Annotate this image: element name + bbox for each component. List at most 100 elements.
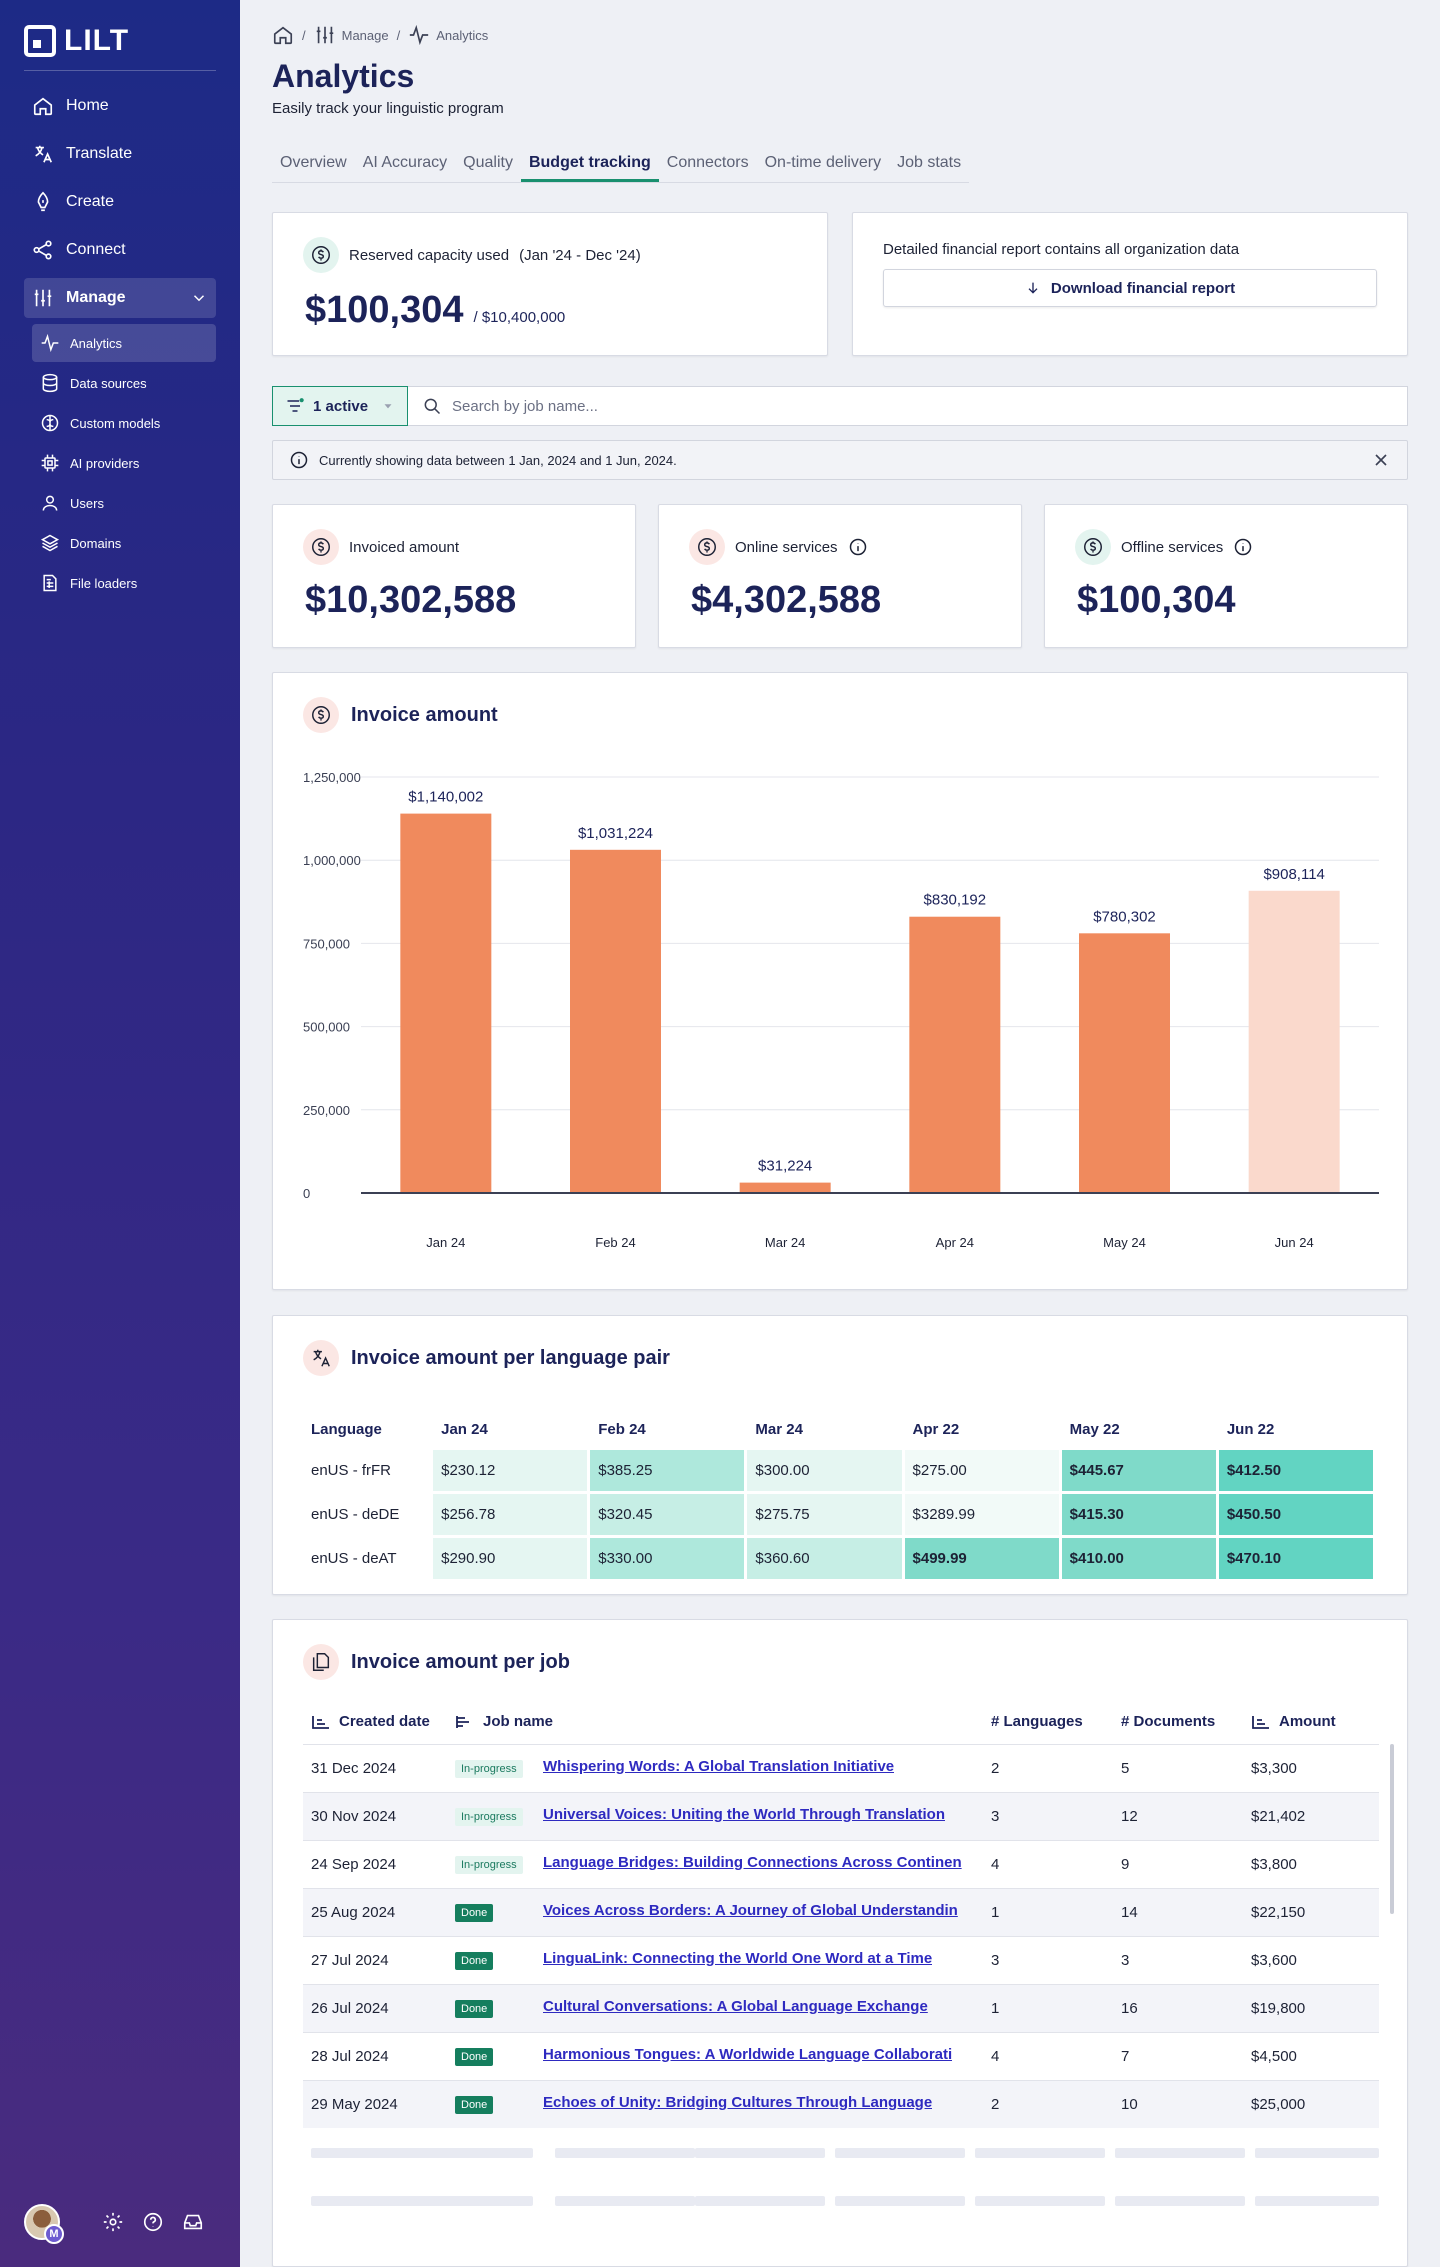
filter-label: 1 active (313, 397, 369, 415)
column-header-amount[interactable]: Amount (1243, 1700, 1379, 1744)
column-header-documents[interactable]: # Documents (1121, 1713, 1216, 1731)
amount-cell: $360.60 (747, 1538, 902, 1579)
capacity-label: Reserved capacity used (349, 246, 510, 264)
info-icon[interactable] (1233, 537, 1253, 557)
tab-job-stats[interactable]: Job stats (897, 154, 962, 171)
lilt-logo[interactable]: LILT (24, 24, 129, 58)
amount-cell: $256.78 (433, 1494, 588, 1535)
table-row[interactable]: 29 May 2024 Done Echoes of Unity: Bridging… (303, 2079, 1379, 2128)
column-header-job-name[interactable]: Job name (455, 1700, 983, 1744)
job-name-cell: Harmonious Tongues: A Worldwide Language… (543, 2031, 983, 2080)
status-badge: Done (455, 2047, 494, 2066)
dollar-icon (689, 529, 725, 565)
x-tick-label: Apr 24 (936, 1235, 974, 1250)
sidebar-item-create[interactable]: Create (24, 182, 216, 222)
job-name-link[interactable]: Language Bridges: Building Connections A… (543, 1853, 962, 1871)
tab-ai-accuracy[interactable]: AI Accuracy (362, 154, 448, 171)
info-bar-text: Currently showing data between 1 Jan, 20… (319, 452, 677, 468)
sidebar-item-manage[interactable]: Manage (24, 278, 216, 318)
column-header: Language (311, 1420, 382, 1438)
kpi-value: $4,302,588 (691, 579, 882, 621)
created-date-cell: 25 Aug 2024 (303, 1887, 455, 1936)
help-icon[interactable] (142, 2211, 164, 2233)
search-field[interactable] (408, 386, 1408, 426)
sidebar-item-file-loaders[interactable]: File loaders (32, 564, 216, 602)
lang-table-title: Invoice amount per language pair (351, 1346, 670, 1369)
job-name-link[interactable]: Universal Voices: Uniting the World Thro… (543, 1805, 945, 1823)
sidebar-item-connect[interactable]: Connect (24, 230, 216, 270)
close-icon[interactable] (1371, 450, 1391, 470)
languages-cell: 4 (983, 2031, 1113, 2080)
column-header-languages[interactable]: # Languages (991, 1713, 1083, 1731)
search-input[interactable] (452, 397, 1152, 415)
sidebar-item-ai-providers[interactable]: AI providers (32, 444, 216, 482)
search-icon (424, 398, 441, 415)
capacity-period: (Jan '24 - Dec '24) (519, 246, 641, 264)
job-name-link[interactable]: LinguaLink: Connecting the World One Wor… (543, 1949, 933, 1967)
job-name-link[interactable]: Cultural Conversations: A Global Languag… (543, 1997, 928, 2015)
language-pair-table: Language Jan 24 Feb 24 Mar 24 Apr 22 May… (300, 1408, 1376, 1582)
activity-icon (41, 333, 59, 353)
pen-icon (37, 191, 49, 212)
sidebar-item-analytics[interactable]: Analytics (32, 324, 216, 362)
sidebar-item-domains[interactable]: Domains (32, 524, 216, 562)
activity-icon (410, 24, 429, 46)
documents-cell: 14 (1113, 1887, 1243, 1936)
job-name-cell: Whispering Words: A Global Translation I… (543, 1743, 983, 1792)
breadcrumb-analytics[interactable]: Analytics (408, 24, 488, 46)
dollar-icon (303, 697, 339, 733)
table-row[interactable]: 27 Jul 2024 Done LinguaLink: Connecting th… (303, 1935, 1379, 1984)
table-row[interactable]: 25 Aug 2024 Done Voices Across Borders: A … (303, 1887, 1379, 1936)
skeleton-bar (1255, 2196, 1379, 2206)
table-row[interactable]: 31 Dec 2024 In-progress Whispering Words: … (303, 1743, 1379, 1792)
skeleton-bar (1115, 2196, 1245, 2206)
amount-cell: $330.00 (590, 1538, 745, 1579)
y-tick-label: 500,000 (303, 1020, 350, 1035)
header-label: Amount (1279, 1713, 1336, 1731)
languages-cell: 3 (983, 1935, 1113, 1984)
download-report-button[interactable]: Download financial report (883, 269, 1377, 307)
sidebar-item-users[interactable]: Users (32, 484, 216, 522)
table-row[interactable]: 28 Jul 2024 Done Harmonious Tongues: A Wor… (303, 2031, 1379, 2080)
table-row[interactable]: 26 Jul 2024 Done Cultural Conversations: A… (303, 1983, 1379, 2032)
breadcrumb-manage[interactable]: Manage (314, 24, 389, 46)
sidebar-item-custom-models[interactable]: Custom models (32, 404, 216, 442)
inbox-icon[interactable] (182, 2211, 204, 2233)
tab-budget-tracking[interactable]: Budget tracking (520, 150, 659, 182)
status-badge: In-progress (455, 1759, 523, 1778)
tab-quality[interactable]: Quality (463, 154, 513, 171)
status-badge: Done (455, 2095, 494, 2114)
status-cell: In-progress (455, 1791, 543, 1840)
languages-cell: 4 (983, 1839, 1113, 1888)
column-header-created-date[interactable]: Created date (303, 1700, 455, 1744)
bar (909, 916, 1001, 1193)
tab-overview[interactable]: Overview (280, 154, 347, 171)
job-name-link[interactable]: Harmonious Tongues: A Worldwide Language… (543, 2045, 953, 2063)
sidebar-item-translate[interactable]: Translate (24, 134, 216, 174)
skeleton-bar (835, 2196, 965, 2206)
job-name-link[interactable]: Whispering Words: A Global Translation I… (543, 1757, 895, 1775)
table-scrollbar[interactable] (1390, 1744, 1394, 1914)
status-badge: Done (455, 1951, 494, 1970)
bar (1079, 933, 1170, 1193)
avatar[interactable]: M (24, 2204, 64, 2244)
kpi-value: $10,302,588 (305, 579, 517, 621)
job-name-link[interactable]: Voices Across Borders: A Journey of Glob… (543, 1901, 958, 1919)
sidebar-item-data-sources[interactable]: Data sources (32, 364, 216, 402)
sidebar-item-home[interactable]: Home (24, 86, 216, 126)
kpi-label: Online services (735, 538, 838, 556)
amount-cell: $25,000 (1243, 2079, 1379, 2128)
table-row[interactable]: 24 Sep 2024 In-progress Language Bridges: … (303, 1839, 1379, 1888)
filter-row: 1 active (272, 386, 1408, 426)
home-icon[interactable] (272, 24, 294, 46)
info-icon[interactable] (848, 537, 868, 557)
skeleton-bar (835, 2148, 965, 2158)
job-name-link[interactable]: Echoes of Unity: Bridging Cultures Throu… (543, 2093, 933, 2111)
filter-button[interactable]: 1 active (272, 386, 408, 426)
tab-connectors[interactable]: Connectors (666, 154, 749, 171)
tab-on-time-delivery[interactable]: On-time delivery (764, 154, 882, 171)
table-row[interactable]: 30 Nov 2024 In-progress Universal Voices: … (303, 1791, 1379, 1840)
job-name-cell: Cultural Conversations: A Global Languag… (543, 1983, 983, 2032)
gear-icon[interactable] (102, 2211, 124, 2233)
breadcrumb-separator: / (396, 27, 401, 43)
